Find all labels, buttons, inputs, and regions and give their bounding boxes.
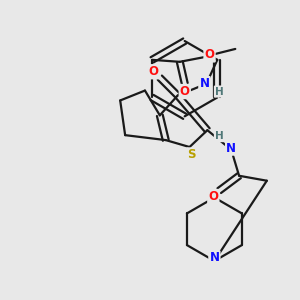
Text: S: S — [187, 148, 196, 161]
Text: N: N — [200, 77, 209, 90]
Text: H: H — [215, 131, 224, 141]
Text: N: N — [209, 251, 219, 265]
Text: N: N — [226, 142, 236, 154]
Text: O: O — [180, 85, 190, 98]
Text: H: H — [215, 86, 224, 97]
Text: O: O — [208, 190, 218, 203]
Text: O: O — [205, 48, 214, 62]
Text: O: O — [149, 65, 159, 78]
